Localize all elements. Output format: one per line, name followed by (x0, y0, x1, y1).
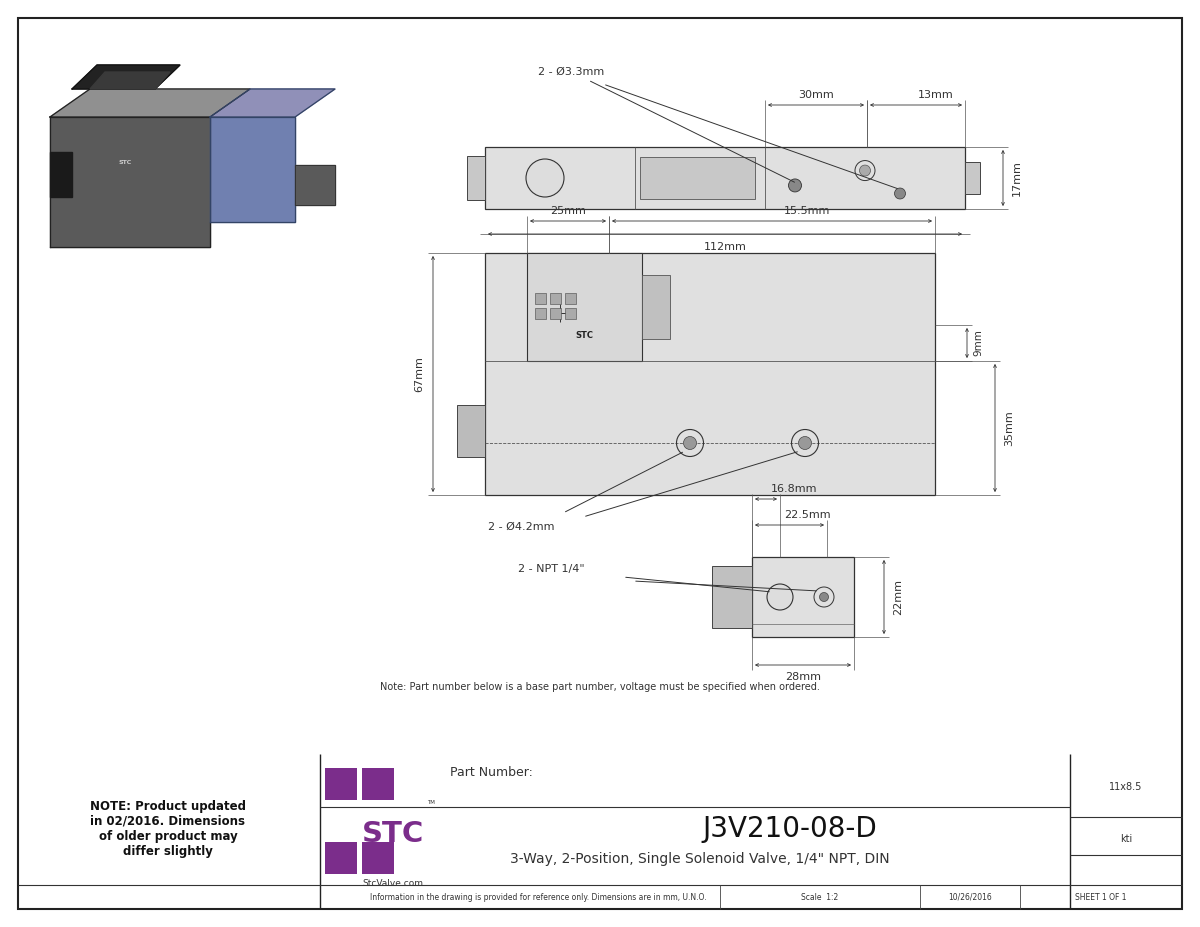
Polygon shape (50, 152, 72, 197)
Bar (752, 557, 854, 637)
Bar (565, 293, 576, 304)
Bar (457, 405, 485, 457)
Text: 25mm: 25mm (550, 206, 586, 216)
Polygon shape (210, 117, 295, 222)
Text: Information in the drawing is provided for reference only. Dimensions are in mm,: Information in the drawing is provided f… (370, 893, 707, 901)
Text: STC: STC (119, 159, 132, 164)
Text: STC: STC (362, 820, 424, 848)
Bar (535, 293, 546, 304)
Text: 2 - Ø3.3mm: 2 - Ø3.3mm (538, 67, 605, 77)
Bar (485, 253, 935, 495)
Text: 35mm: 35mm (1004, 410, 1014, 446)
Text: 2 - Ø4.2mm: 2 - Ø4.2mm (488, 522, 554, 532)
Text: 30mm: 30mm (798, 90, 834, 100)
Bar (362, 842, 394, 874)
Circle shape (894, 188, 906, 199)
Text: kti: kti (1120, 834, 1132, 844)
Text: 22.5mm: 22.5mm (784, 510, 830, 520)
Bar (640, 157, 755, 199)
Polygon shape (295, 165, 335, 205)
Bar (965, 162, 980, 194)
Bar (325, 768, 358, 800)
Text: Note: Part number below is a base part number, voltage must be specified when or: Note: Part number below is a base part n… (380, 682, 820, 692)
Circle shape (767, 584, 793, 610)
Text: 112mm: 112mm (703, 242, 746, 252)
Bar (550, 308, 562, 319)
Text: STC: STC (576, 331, 594, 339)
Bar (712, 566, 752, 628)
Text: 3-Way, 2-Position, Single Solenoid Valve, 1/4" NPT, DIN: 3-Way, 2-Position, Single Solenoid Valve… (510, 852, 890, 866)
Text: J3V210-08-D: J3V210-08-D (703, 815, 877, 843)
Circle shape (684, 437, 696, 450)
Text: SHEET 1 OF 1: SHEET 1 OF 1 (1075, 893, 1127, 901)
Polygon shape (90, 72, 170, 89)
Text: TM: TM (427, 800, 434, 805)
Text: 16.8mm: 16.8mm (770, 484, 817, 494)
Polygon shape (50, 89, 250, 117)
Text: NOTE: Product updated
in 02/2016. Dimensions
of older product may
differ slightl: NOTE: Product updated in 02/2016. Dimens… (90, 800, 246, 858)
Polygon shape (210, 89, 335, 117)
Text: StcValve.com: StcValve.com (362, 879, 424, 887)
Bar (642, 275, 670, 339)
Text: 17mm: 17mm (1012, 160, 1022, 196)
Text: 13mm: 13mm (918, 90, 954, 100)
Text: 2 - NPT 1/4": 2 - NPT 1/4" (518, 564, 584, 574)
Circle shape (788, 179, 802, 192)
Circle shape (859, 165, 870, 176)
Text: 10/26/2016: 10/26/2016 (948, 893, 992, 901)
Bar (485, 147, 965, 209)
Text: 11x8.5: 11x8.5 (1109, 782, 1142, 792)
Bar (362, 768, 394, 800)
Polygon shape (50, 117, 210, 247)
Text: 28mm: 28mm (785, 672, 821, 682)
Text: Scale  1:2: Scale 1:2 (802, 893, 839, 901)
Text: 9mm: 9mm (973, 330, 983, 357)
Bar (325, 842, 358, 874)
Polygon shape (72, 65, 180, 89)
Circle shape (526, 159, 564, 197)
Circle shape (798, 437, 811, 450)
Bar (467, 156, 485, 200)
Bar (565, 308, 576, 319)
Text: 22mm: 22mm (893, 579, 904, 615)
Bar (535, 308, 546, 319)
Circle shape (820, 592, 828, 602)
Text: 15.5mm: 15.5mm (784, 206, 830, 216)
Bar (527, 253, 642, 361)
Bar (550, 293, 562, 304)
Text: 67mm: 67mm (414, 356, 424, 392)
Text: Part Number:: Part Number: (450, 766, 533, 779)
